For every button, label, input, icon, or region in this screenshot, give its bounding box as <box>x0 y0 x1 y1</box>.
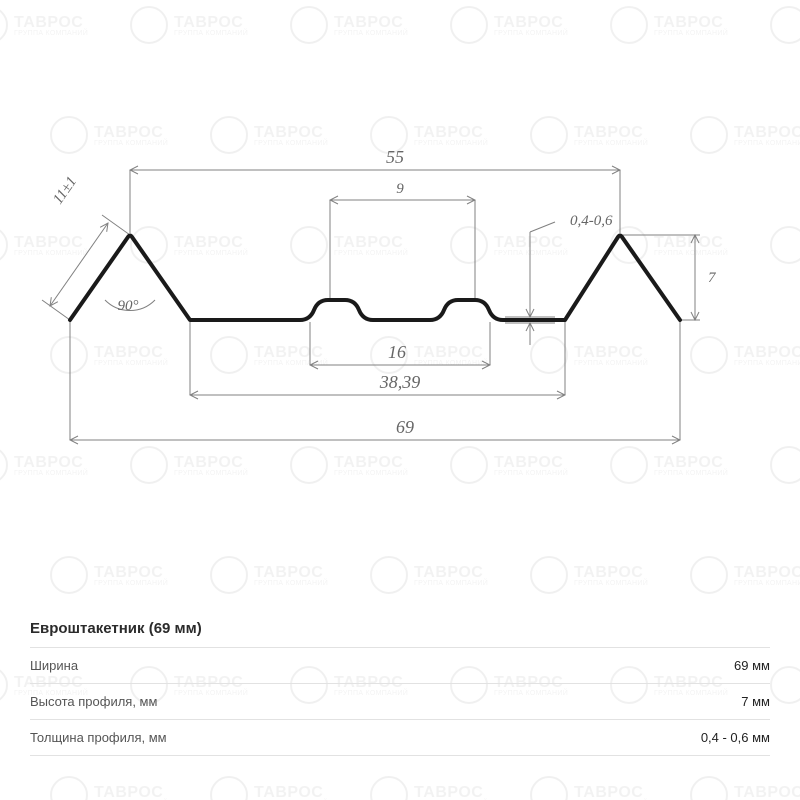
dim-11pm1: 11±1 <box>50 174 80 207</box>
dim-7: 7 <box>708 270 717 286</box>
dim-69: 69 <box>396 417 414 437</box>
watermark: ТАВРОСГРУППА КОМПАНИЙ <box>690 775 800 800</box>
watermark: ТАВРОСГРУППА КОМПАНИЙ <box>530 775 650 800</box>
spec-value: 0,4 - 0,6 мм <box>701 730 770 745</box>
dim-9: 9 <box>396 181 404 197</box>
spec-row: Толщина профиля, мм 0,4 - 0,6 мм <box>30 719 770 756</box>
watermark: ТАВРОСГРУППА КОМПАНИЙ <box>50 775 170 800</box>
dimension-labels: 55 9 0,4-0,6 7 16 38,39 69 90° 11±1 <box>50 147 717 437</box>
watermark: ТАВРОСГРУППА КОМПАНИЙ <box>50 555 170 595</box>
dimension-lines <box>50 170 695 440</box>
profile-diagram: 55 9 0,4-0,6 7 16 38,39 69 90° 11±1 <box>0 0 800 520</box>
dim-90deg: 90° <box>118 298 139 314</box>
spec-row: Высота профиля, мм 7 мм <box>30 683 770 719</box>
spec-value: 69 мм <box>734 658 770 673</box>
watermark: ТАВРОСГРУППА КОМПАНИЙ <box>370 775 490 800</box>
watermark: ТАВРОСГРУППА КОМПАНИЙ <box>690 555 800 595</box>
profile-outline <box>70 236 680 321</box>
dim-16: 16 <box>388 342 406 362</box>
extension-lines <box>42 170 700 440</box>
watermark: ТАВРОСГРУППА КОМПАНИЙ <box>770 665 800 705</box>
spec-key: Ширина <box>30 658 78 673</box>
watermark: ТАВРОСГРУППА КОМПАНИЙ <box>530 555 650 595</box>
dim-thickness: 0,4-0,6 <box>570 213 613 229</box>
spec-key: Толщина профиля, мм <box>30 730 167 745</box>
watermark: ТАВРОСГРУППА КОМПАНИЙ <box>210 775 330 800</box>
watermark: ТАВРОСГРУППА КОМПАНИЙ <box>370 555 490 595</box>
spec-value: 7 мм <box>741 694 770 709</box>
product-spec-sheet: { "watermark": {"brand": "ТАВРОС", "sub"… <box>0 0 800 800</box>
dim-55: 55 <box>386 147 404 167</box>
dim-3839: 38,39 <box>379 372 421 392</box>
legend-title: Евроштакетник (69 мм) <box>30 620 770 637</box>
spec-legend: Евроштакетник (69 мм) Ширина 69 мм Высот… <box>30 620 770 756</box>
spec-row: Ширина 69 мм <box>30 647 770 683</box>
watermark: ТАВРОСГРУППА КОМПАНИЙ <box>210 555 330 595</box>
spec-key: Высота профиля, мм <box>30 694 157 709</box>
